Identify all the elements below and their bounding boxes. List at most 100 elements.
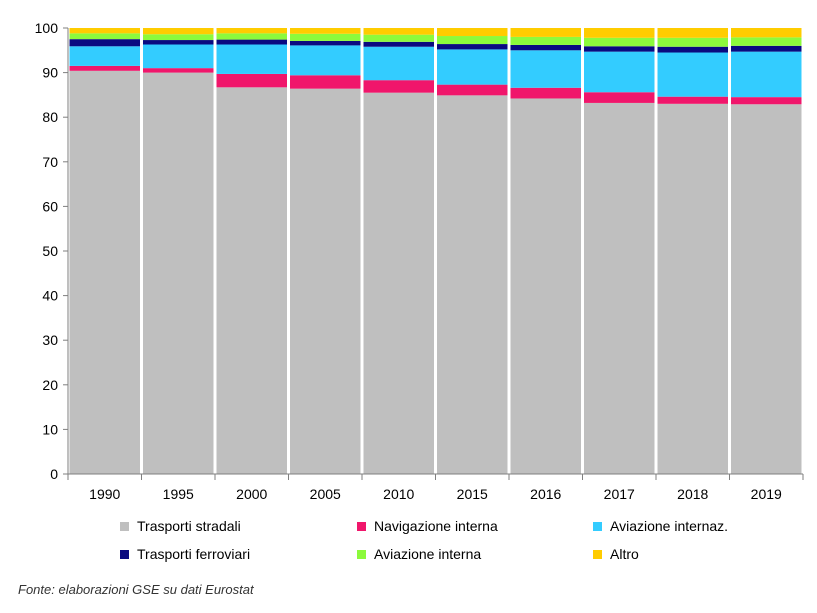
bar-segment-2015-5 xyxy=(437,28,508,37)
legend-item-navigazione-interna: Navigazione interna xyxy=(357,518,498,534)
legend-item-aviazione-interna: Aviazione interna xyxy=(357,546,481,562)
legend-item-trasporti-stradali: Trasporti stradali xyxy=(120,518,241,534)
bar-segment-2017-0 xyxy=(584,102,655,474)
x-tick-label: 1990 xyxy=(89,486,120,502)
bar-segment-2015-1 xyxy=(437,84,508,96)
bar-segment-2000-3 xyxy=(216,39,287,45)
bar-segment-2016-3 xyxy=(510,44,581,51)
bar-segment-2015-4 xyxy=(437,36,508,45)
bar-segment-2017-2 xyxy=(584,51,655,93)
bar-segment-2010-3 xyxy=(363,41,434,47)
bar-segment-2000-1 xyxy=(216,73,287,88)
x-tick-label: 2005 xyxy=(310,486,341,502)
bar-segment-2016-4 xyxy=(510,36,581,45)
bar-segment-2019-2 xyxy=(731,51,802,98)
bar-segment-2018-5 xyxy=(657,28,728,38)
chart-legend: Trasporti stradali Navigazione interna A… xyxy=(0,512,817,572)
bar-segment-2015-3 xyxy=(437,44,508,50)
bar-segment-2000-0 xyxy=(216,87,287,475)
bar-segment-2017-1 xyxy=(584,92,655,103)
x-tick-label: 2000 xyxy=(236,486,267,502)
bar-segment-2019-1 xyxy=(731,97,802,105)
bar-segment-2000-5 xyxy=(216,28,287,34)
bar-segment-2018-4 xyxy=(657,37,728,47)
bar-segment-2016-0 xyxy=(510,98,581,474)
bar-segment-1990-3 xyxy=(69,39,140,47)
bar-segment-2000-4 xyxy=(216,33,287,40)
y-tick-label: 20 xyxy=(42,377,58,393)
bar-segment-1990-5 xyxy=(69,28,140,34)
y-tick-label: 60 xyxy=(42,198,58,214)
bar-segment-2005-5 xyxy=(290,28,361,34)
bar-segment-2015-0 xyxy=(437,95,508,474)
x-tick-label: 2016 xyxy=(530,486,561,502)
bar-segment-2016-5 xyxy=(510,28,581,37)
legend-swatch xyxy=(593,521,602,531)
legend-label: Trasporti stradali xyxy=(137,518,241,534)
legend-label: Navigazione interna xyxy=(374,518,498,534)
bar-segment-2005-3 xyxy=(290,40,361,46)
source-note: Fonte: elaborazioni GSE su dati Eurostat xyxy=(18,582,254,597)
y-tick-label: 70 xyxy=(42,154,58,170)
bar-segment-1995-5 xyxy=(143,28,214,35)
legend-label: Altro xyxy=(610,546,639,562)
bar-segment-2018-2 xyxy=(657,52,728,97)
x-tick-label: 2015 xyxy=(457,486,488,502)
bar-segment-1995-2 xyxy=(143,44,214,69)
stacked-bar-chart: 0 10 20 30 40 50 60 70 80 90 100 1990 1995 2000 2005 20… xyxy=(35,20,804,502)
bar-segment-2005-1 xyxy=(290,75,361,89)
bar-segment-2018-3 xyxy=(657,46,728,53)
y-tick-label: 40 xyxy=(42,288,58,304)
legend-swatch xyxy=(120,549,129,559)
bar-segment-2019-0 xyxy=(731,104,802,475)
y-tick-label: 50 xyxy=(42,243,58,259)
bar-segment-2010-0 xyxy=(363,92,434,475)
bar-segment-1990-1 xyxy=(69,65,140,71)
legend-swatch xyxy=(357,549,366,559)
bar-segment-2019-4 xyxy=(731,37,802,46)
x-tick-label: 2017 xyxy=(604,486,635,502)
bar-segment-1995-1 xyxy=(143,68,214,73)
bar-segment-1995-4 xyxy=(143,34,214,41)
bar-segment-2018-1 xyxy=(657,96,728,104)
bar-segment-2010-4 xyxy=(363,34,434,42)
x-tick-label: 2010 xyxy=(383,486,414,502)
y-tick-label: 80 xyxy=(42,109,58,125)
legend-label: Aviazione interna xyxy=(374,546,482,562)
bar-segment-2019-3 xyxy=(731,45,802,52)
x-tick-label: 2019 xyxy=(751,486,782,502)
bar-segment-2010-5 xyxy=(363,28,434,35)
legend-swatch xyxy=(120,521,129,531)
y-tick-label: 0 xyxy=(50,466,58,482)
bar-segment-1990-4 xyxy=(69,33,140,40)
bar-segment-2005-2 xyxy=(290,45,361,76)
legend-swatch xyxy=(593,549,602,559)
bar-segment-2005-4 xyxy=(290,33,361,41)
bar-segment-2010-2 xyxy=(363,46,434,81)
legend-swatch xyxy=(357,521,366,531)
bar-segment-2018-0 xyxy=(657,103,728,474)
bar-segment-2005-0 xyxy=(290,88,361,474)
legend-item-altro: Altro xyxy=(593,546,639,562)
bar-segment-1990-2 xyxy=(69,46,140,66)
bar-segment-2016-1 xyxy=(510,87,581,99)
bar-segment-2010-1 xyxy=(363,80,434,93)
bar-segment-2016-2 xyxy=(510,50,581,88)
bar-segment-2019-5 xyxy=(731,28,802,38)
x-tick-label: 1995 xyxy=(163,486,194,502)
legend-item-trasporti-ferroviari: Trasporti ferroviari xyxy=(120,546,250,562)
legend-label: Trasporti ferroviari xyxy=(137,546,251,562)
bar-segment-1990-0 xyxy=(69,70,140,474)
y-tick-label: 100 xyxy=(35,20,59,36)
legend-item-aviazione-internaz: Aviazione internaz. xyxy=(593,518,728,534)
bar-segment-2017-4 xyxy=(584,37,655,47)
bar-segment-1995-0 xyxy=(143,72,214,474)
bar-segment-2017-3 xyxy=(584,46,655,52)
y-tick-label: 30 xyxy=(42,332,58,348)
bar-segment-2000-2 xyxy=(216,44,287,74)
y-tick-label: 10 xyxy=(42,421,58,437)
legend-label: Aviazione internaz. xyxy=(610,518,729,534)
x-tick-label: 2018 xyxy=(677,486,708,502)
bar-segment-2017-5 xyxy=(584,28,655,38)
y-tick-label: 90 xyxy=(42,65,58,81)
